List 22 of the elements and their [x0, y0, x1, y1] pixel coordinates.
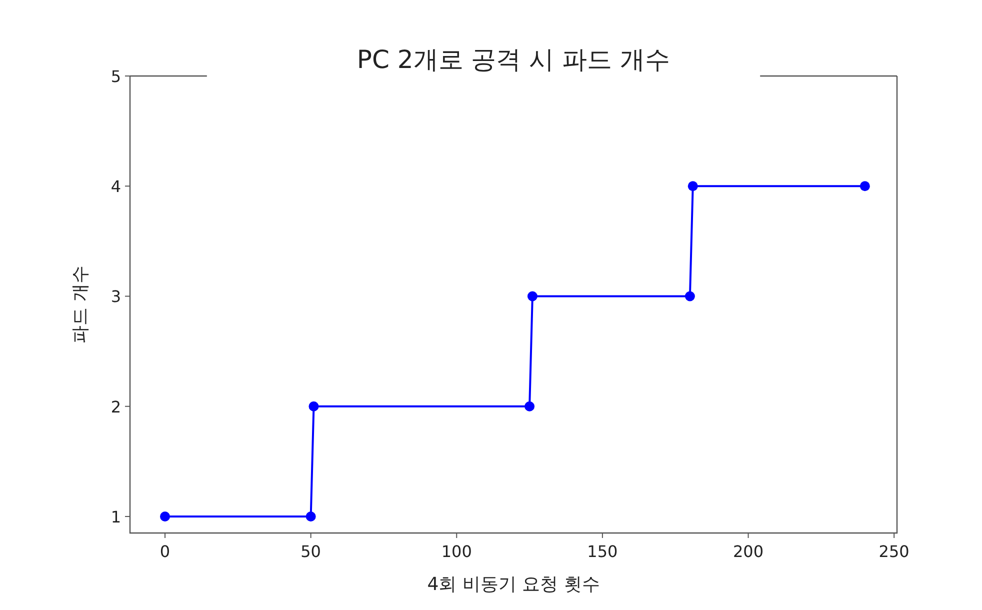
point	[527, 291, 538, 302]
x-axis-title: 4회 비동기 요청 횟수	[427, 574, 600, 595]
point	[306, 511, 316, 522]
y-tick-label: 1	[110, 507, 121, 526]
chart-title: PC 2개로 공격 시 파드 개수	[356, 45, 670, 74]
y-tick-label: 5	[110, 67, 121, 86]
x-tick-label: 250	[878, 542, 910, 561]
y-tick-label: 3	[110, 287, 121, 306]
x-tick-label: 0	[160, 542, 170, 561]
x-tick-label: 100	[441, 542, 472, 561]
y-axis-title: 파드 개수	[70, 266, 91, 344]
point	[160, 511, 170, 522]
x-tick-label: 150	[587, 542, 618, 561]
point	[524, 401, 535, 412]
y-tick-label: 2	[110, 397, 121, 416]
point	[684, 291, 695, 302]
x-tick-label: 200	[732, 542, 764, 561]
point	[308, 401, 319, 412]
point	[688, 181, 698, 192]
x-tick-label: 50	[300, 542, 321, 561]
point	[860, 181, 870, 192]
y-tick-label: 4	[110, 177, 121, 196]
